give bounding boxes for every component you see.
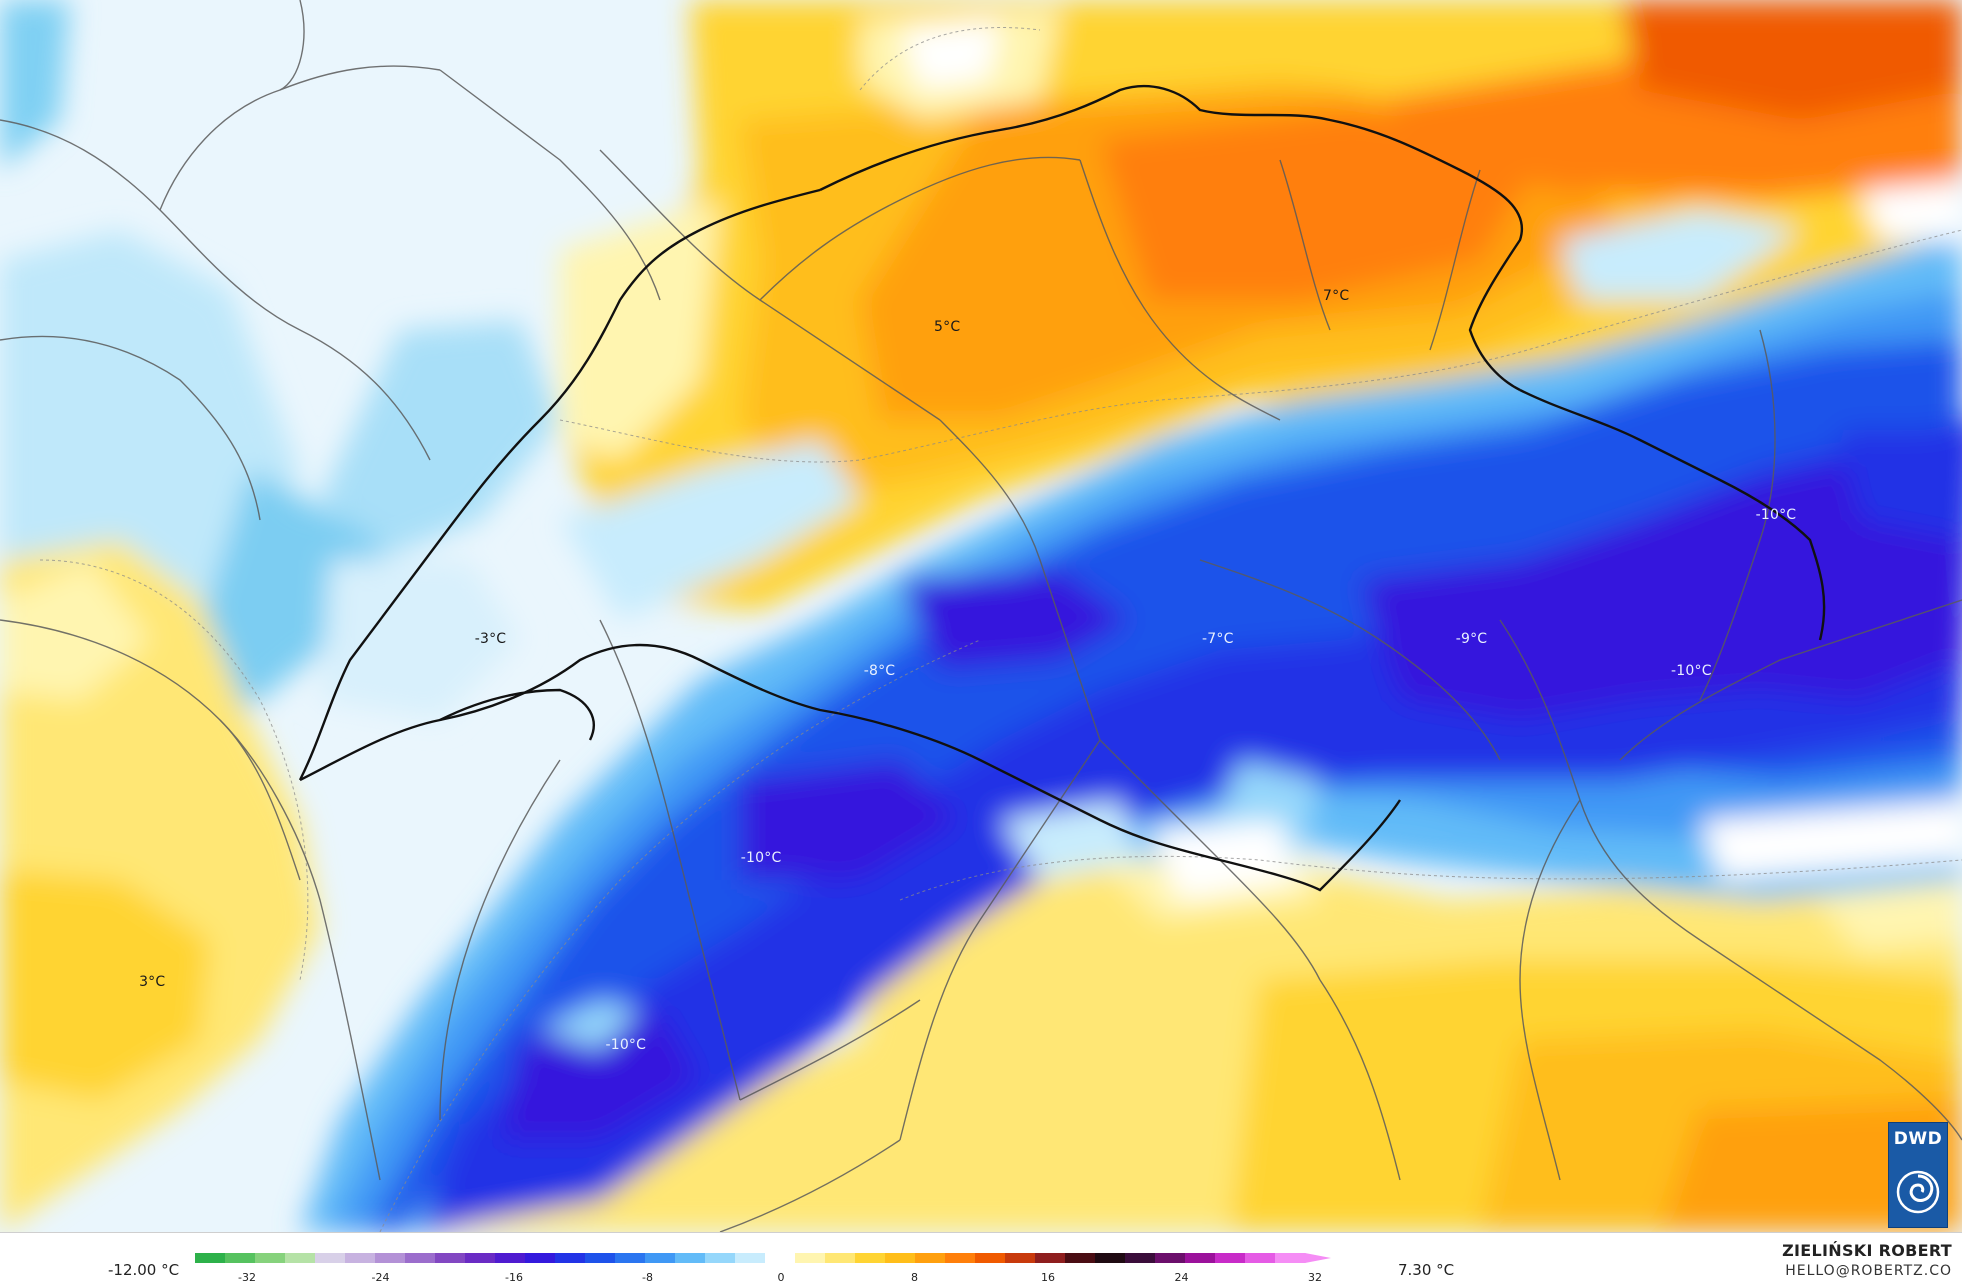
legend-color-swatch	[525, 1253, 556, 1263]
temperature-label: -3°C	[474, 631, 507, 648]
legend-tick-label: -16	[505, 1271, 523, 1284]
legend-tick-label: -32	[238, 1271, 256, 1284]
legend-color-swatch	[1275, 1253, 1306, 1263]
legend-color-swatch	[885, 1253, 916, 1263]
legend-color-swatch	[1215, 1253, 1246, 1263]
legend-color-swatch	[945, 1253, 976, 1263]
legend-tick-label: 8	[911, 1271, 918, 1284]
legend-color-swatch	[735, 1253, 766, 1263]
legend-color-swatch	[1005, 1253, 1036, 1263]
legend-color-swatch	[1155, 1253, 1186, 1263]
legend-color-swatch	[285, 1253, 316, 1263]
temperature-label: -10°C	[740, 849, 782, 866]
map-canvas[interactable]	[0, 0, 1962, 1232]
legend-color-swatch	[1125, 1253, 1156, 1263]
legend-min-label: -12.00 °C	[108, 1261, 180, 1279]
legend-color-swatch	[825, 1253, 856, 1263]
legend-color-swatch	[315, 1253, 346, 1263]
legend-color-swatch	[705, 1253, 736, 1263]
field-lightblue-west	[0, 0, 70, 170]
temperature-label: -7°C	[1202, 631, 1234, 648]
legend-tick-label: 0	[777, 1271, 785, 1284]
legend-color-swatch	[405, 1253, 436, 1263]
legend-color-swatch	[795, 1253, 826, 1263]
legend-color-swatch	[345, 1253, 376, 1263]
credit-name: ZIELIŃSKI ROBERT	[1782, 1241, 1952, 1260]
color-scale	[195, 1253, 1331, 1263]
legend-color-swatch	[1065, 1253, 1096, 1263]
legend-color-swatch	[1185, 1253, 1216, 1263]
credit-email: HELLO@ROBERTZ.CO	[1785, 1263, 1952, 1279]
legend-color-swatch	[195, 1253, 226, 1263]
border-south	[299, 643, 1401, 892]
temperature-map[interactable]: 7°C 5°C -3°C -7°C -8°C -9°C -10°C -10°C -10°C 3°C…	[0, 0, 1962, 1232]
legend-color-swatch	[615, 1253, 646, 1263]
dwd-logo: DWD	[1888, 1122, 1948, 1228]
legend-tick-label: 16	[1041, 1271, 1055, 1284]
border-north	[819, 84, 1523, 392]
legend-color-swatch	[555, 1253, 586, 1263]
legend-color-swatch	[495, 1253, 526, 1263]
temperature-label: -10°C	[605, 1036, 647, 1053]
legend-color-swatch	[975, 1253, 1006, 1263]
legend-color-swatch	[255, 1253, 286, 1263]
legend-tick-label: 24	[1174, 1271, 1189, 1284]
temperature-label: -9°C	[1455, 631, 1488, 648]
legend-bar: -12.00 °C -32 -24 -16 -8 0 8 16 24 32 7.30 °C ZI…	[0, 1232, 1962, 1288]
legend-color-swatch	[855, 1253, 886, 1263]
legend-color-swatch	[765, 1253, 796, 1263]
legend-max-label: 7.30 °C	[1398, 1261, 1455, 1279]
temperature-label: -8°C	[863, 662, 896, 679]
legend-color-swatch	[915, 1253, 946, 1263]
national-borders	[298, 84, 1826, 892]
swirl-icon	[1896, 1170, 1940, 1214]
legend-color-swatch	[675, 1253, 706, 1263]
temperature-label: -10°C	[1671, 662, 1712, 679]
isotherm-lines	[39, 27, 1962, 1232]
admin-boundaries	[0, 0, 1962, 1232]
legend-color-swatch	[435, 1253, 466, 1263]
border-east	[1519, 388, 1826, 641]
temperature-label: -10°C	[1755, 506, 1797, 523]
legend-tick-label: -24	[371, 1271, 390, 1284]
temperature-label: 7°C	[1323, 288, 1350, 305]
legend-tick-label: 32	[1308, 1271, 1322, 1284]
temperature-label: 3°C	[139, 974, 166, 991]
legend-color-swatch	[225, 1253, 256, 1263]
legend-color-swatch	[1035, 1253, 1066, 1263]
legend-color-swatch	[465, 1253, 496, 1263]
legend-color-swatch	[645, 1253, 676, 1263]
legend-color-swatch	[375, 1253, 406, 1263]
dwd-logo-text: DWD	[1893, 1129, 1943, 1149]
legend-color-swatch	[1095, 1253, 1126, 1263]
border-west	[298, 188, 821, 781]
legend-color-swatch	[585, 1253, 616, 1263]
temperature-label: 5°C	[934, 319, 961, 336]
legend-tick-label: -8	[642, 1271, 653, 1284]
legend-max-arrow	[1305, 1253, 1331, 1263]
legend-color-swatch	[1245, 1253, 1276, 1263]
border-lake-geneva	[439, 688, 595, 741]
